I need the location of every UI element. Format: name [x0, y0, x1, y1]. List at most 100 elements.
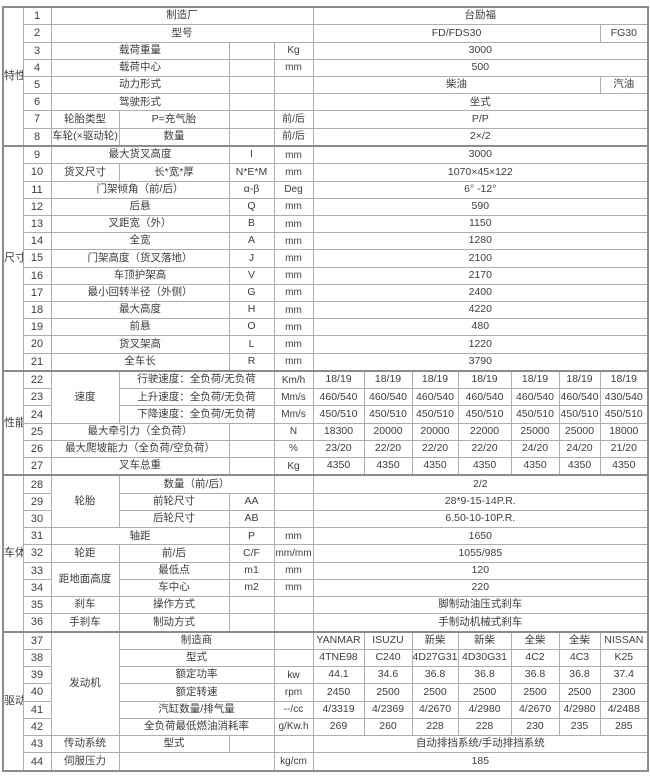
- row-number: 31: [22, 527, 52, 546]
- spec-label: 载荷中心: [50, 58, 230, 77]
- spec-value: 450/510: [558, 405, 601, 424]
- spec-label: 制造厂: [50, 6, 314, 26]
- spec-value: 450/510: [411, 405, 459, 424]
- spec-unit: [273, 734, 314, 754]
- spec-label: 型号: [50, 24, 314, 43]
- spec-value: 4350: [457, 457, 512, 476]
- spec-value: 2500: [510, 683, 560, 702]
- spec-symbol: L: [228, 335, 275, 354]
- spec-unit: Km/h: [273, 369, 314, 390]
- spec-row: 32 轮距 前/后 C/F mm/mm 1055/985: [3, 544, 649, 563]
- spec-value: 36.8: [558, 666, 601, 685]
- row-number: 1: [22, 6, 52, 26]
- spec-row: 36 手刹车 制动方式 手制动机械式刹车: [3, 613, 649, 633]
- spec-unit: [273, 648, 314, 668]
- spec-value: 20000: [411, 422, 459, 441]
- spec-unit: mm: [273, 163, 314, 182]
- spec-label: 制造商: [118, 630, 275, 650]
- spec-value: 24/20: [558, 439, 601, 459]
- row-number: 38: [22, 648, 52, 668]
- spec-label: 轮胎类型: [50, 110, 120, 129]
- spec-value: 新柴: [457, 630, 512, 650]
- spec-value: 4/3319: [312, 700, 365, 719]
- spec-label: 上升速度：全负荷/无负荷: [118, 388, 275, 407]
- spec-label: 前/后: [118, 544, 230, 563]
- spec-value: 460/540: [457, 388, 512, 407]
- row-number: 44: [22, 752, 52, 772]
- spec-unit: mm: [273, 144, 314, 165]
- spec-unit: Mm/s: [273, 388, 314, 407]
- spec-row: 尺寸9最大货叉高度Imm3000: [2, 144, 649, 372]
- section-label-3: 车体: [2, 474, 24, 633]
- spec-symbol: [228, 58, 275, 77]
- spec-row: 35 刹车 操作方式 脚制动油压式刹车: [3, 595, 649, 615]
- spec-label: 驾驶形式: [50, 93, 230, 112]
- spec-label: 汽缸数量/排气量: [118, 700, 275, 719]
- spec-value: 185: [312, 752, 649, 772]
- spec-label: 长*宽*厚: [118, 163, 230, 182]
- spec-label: 全负荷最低燃油消耗率: [118, 717, 275, 736]
- row-number: 42: [22, 717, 52, 736]
- spec-row: 特性1制造厂台励福: [2, 6, 649, 147]
- spec-value: 台励福: [312, 6, 649, 26]
- spec-value: 3000: [312, 41, 649, 60]
- row-number: 34: [22, 578, 52, 598]
- spec-value: 4350: [411, 457, 459, 476]
- spec-value: 24/20: [510, 439, 560, 459]
- spec-value: 37.4: [599, 666, 649, 685]
- spec-value: 2500: [558, 683, 601, 702]
- spec-row: 33 距地面高度 最低点 m1 mm 120: [3, 561, 649, 598]
- spec-value: 2500: [457, 683, 512, 702]
- spec-symbol: [228, 595, 275, 615]
- spec-label: 货叉架高: [50, 335, 230, 354]
- spec-unit: mm: [273, 318, 314, 337]
- spec-symbol: [228, 127, 275, 147]
- spec-label: 轮胎: [50, 474, 120, 529]
- spec-label: 伺服压力: [50, 752, 120, 772]
- spec-label: 最大货叉高度: [50, 144, 230, 165]
- spec-label: 货叉尺寸: [50, 163, 120, 182]
- spec-value: 4/2670: [411, 700, 459, 719]
- spec-symbol: [228, 110, 275, 129]
- spec-label: 叉距宽（外）: [50, 214, 230, 234]
- spec-value: 235: [558, 717, 601, 736]
- spec-symbol: m2: [228, 578, 275, 598]
- spec-value: 2100: [312, 249, 649, 268]
- spec-unit: N: [273, 422, 314, 441]
- spec-value: 18000: [599, 422, 649, 441]
- spec-value: 120: [312, 561, 649, 580]
- section-label-0: 特性: [2, 6, 24, 147]
- spec-value: 18/19: [312, 369, 365, 390]
- spec-label: 叉车总重: [50, 457, 230, 476]
- spec-label: P=充气胎: [118, 110, 230, 129]
- spec-symbol: N*E*M: [228, 163, 275, 182]
- spec-unit: rpm: [273, 683, 314, 702]
- spec-row: 6 驾驶形式 坐式: [3, 93, 649, 112]
- spec-unit: mm: [273, 197, 314, 216]
- spec-value: 28*9-15-14P.R.: [312, 492, 649, 511]
- spec-value: YANMAR: [312, 630, 365, 650]
- row-number: 36: [22, 613, 52, 633]
- spec-unit: mm: [273, 266, 314, 285]
- row-number: 19: [22, 318, 52, 337]
- spec-value: NISSAN: [599, 630, 649, 650]
- forklift-spec-sheet: 特性1制造厂台励福2型号FD/FDS30FG303载荷重量Kg30004载荷中心…: [2, 6, 650, 772]
- spec-value: 450/510: [599, 405, 649, 424]
- spec-label: 制动方式: [118, 613, 230, 633]
- spec-unit: Deg: [273, 180, 314, 199]
- row-number: 22: [22, 369, 52, 390]
- spec-unit: 前/后: [273, 110, 314, 129]
- spec-value: 36.8: [510, 666, 560, 685]
- spec-row: 8 车轮(×驱动轮) 数量 前/后 2×/2: [3, 127, 649, 147]
- spec-value: 1150: [312, 214, 649, 234]
- spec-value: 1280: [312, 232, 649, 251]
- spec-symbol: [228, 734, 275, 754]
- spec-symbol: G: [228, 283, 275, 302]
- spec-label: 轮距: [50, 544, 120, 563]
